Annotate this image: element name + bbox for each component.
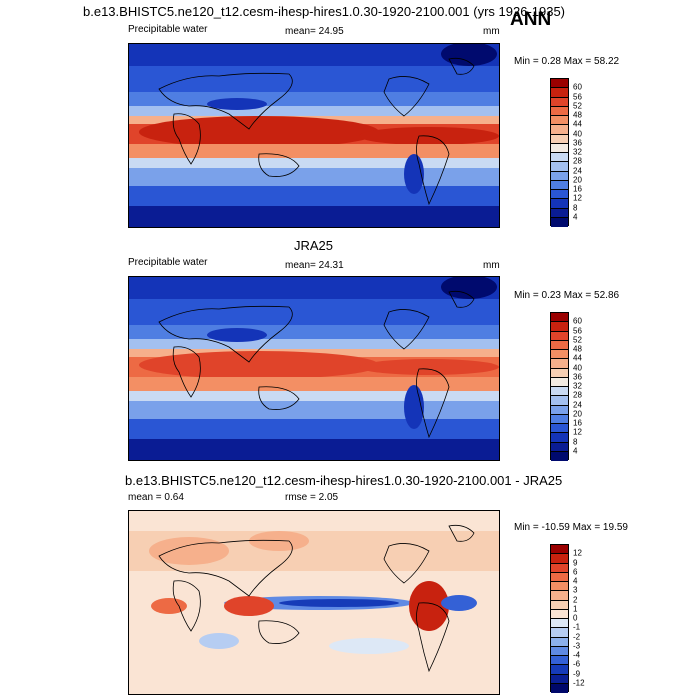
- panel1-units: mm: [483, 26, 500, 37]
- colorbar-label: 48: [573, 344, 582, 354]
- colorbar-label: 36: [573, 138, 582, 148]
- colorbar-label: 16: [573, 184, 582, 194]
- colorbar-label: -9: [573, 669, 581, 678]
- panel1-field: [129, 44, 499, 227]
- panel1-variable-label: Precipitable water: [128, 24, 208, 35]
- colorbar-label: 6: [573, 567, 578, 577]
- colorbar-label: 56: [573, 92, 582, 101]
- colorbar-label: 36: [573, 372, 582, 382]
- colorbar-label: 60: [573, 82, 582, 92]
- colorbar-label: 32: [573, 381, 582, 391]
- colorbar-label: 24: [573, 166, 582, 175]
- colorbar-label: 4: [573, 212, 578, 222]
- colorbar-label: 40: [573, 129, 582, 138]
- panel1-minmax: Min = 0.28 Max = 58.22: [514, 56, 620, 67]
- colorbar-label: 40: [573, 363, 582, 372]
- colorbar-label: 20: [573, 175, 582, 185]
- colorbar-label: 60: [573, 316, 582, 326]
- panel3-mean: mean = 0.64: [128, 492, 184, 503]
- panel2-units: mm: [483, 260, 500, 271]
- colorbar-label: 44: [573, 119, 582, 129]
- colorbar-label: 48: [573, 110, 582, 120]
- panel3-field: [129, 511, 499, 694]
- colorbar-label: 52: [573, 335, 582, 345]
- colorbar-label: 28: [573, 390, 582, 400]
- colorbar-label: 0: [573, 613, 578, 623]
- panel2-variable-label: Precipitable water: [128, 257, 208, 268]
- colorbar-label: 3: [573, 585, 578, 595]
- panel1-mean: mean= 24.95: [285, 26, 344, 37]
- colorbar-label: 52: [573, 101, 582, 111]
- panel1-colorbar: [550, 78, 569, 227]
- colorbar-label: 4: [573, 576, 578, 586]
- colorbar-label: 12: [573, 193, 582, 203]
- colorbar-label: -2: [573, 632, 581, 641]
- panel3-minmax: Min = -10.59 Max = 19.59: [514, 522, 628, 533]
- colorbar-label: 32: [573, 147, 582, 157]
- colorbar-label: 20: [573, 409, 582, 419]
- colorbar-label: -1: [573, 622, 581, 632]
- colorbar-label: 56: [573, 326, 582, 335]
- season-label: ANN: [510, 9, 552, 30]
- colorbar-label: 2: [573, 595, 578, 604]
- panel2-mean: mean= 24.31: [285, 260, 344, 271]
- colorbar-label: 28: [573, 156, 582, 166]
- colorbar-label: 12: [573, 427, 582, 437]
- run-title: b.e13.BHISTC5.ne120_t12.cesm-ihesp-hires…: [83, 4, 566, 19]
- panel3-rmse: rmse = 2.05: [285, 492, 339, 503]
- panel3-colorbar: [550, 544, 569, 693]
- panel3-map: [128, 510, 500, 695]
- colorbar-label: -4: [573, 650, 581, 660]
- colorbar-label: 4: [573, 446, 578, 456]
- colorbar-label: 1: [573, 604, 578, 614]
- colorbar-label: 9: [573, 558, 578, 567]
- colorbar-label: -3: [573, 641, 581, 651]
- colorbar-label: -6: [573, 659, 581, 669]
- panel2-colorbar: [550, 312, 569, 461]
- colorbar-label: 16: [573, 418, 582, 428]
- colorbar-label: 8: [573, 203, 578, 212]
- colorbar-label: 24: [573, 400, 582, 409]
- panel2-title: JRA25: [294, 238, 334, 253]
- colorbar-label: 8: [573, 437, 578, 446]
- panel1-map: [128, 43, 500, 228]
- panel2-field: [129, 277, 499, 460]
- colorbar-label: 44: [573, 353, 582, 363]
- panel2-map: [128, 276, 500, 461]
- colorbar-label: -12: [573, 678, 585, 688]
- panel3-title: b.e13.BHISTC5.ne120_t12.cesm-ihesp-hires…: [125, 473, 563, 488]
- colorbar-label: 12: [573, 548, 582, 558]
- panel2-minmax: Min = 0.23 Max = 52.86: [514, 290, 620, 301]
